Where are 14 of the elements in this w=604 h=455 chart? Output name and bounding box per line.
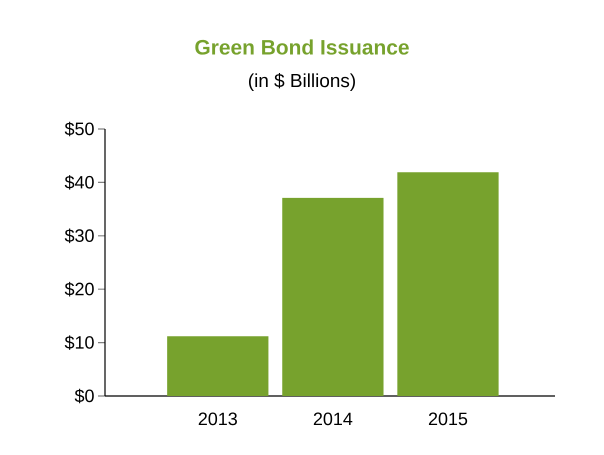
y-tick-label: $30 [64, 228, 94, 244]
bar [397, 172, 499, 396]
bar [167, 336, 268, 396]
chart-title: Green Bond Issuance [195, 39, 409, 55]
x-tick-label: 2013 [198, 412, 237, 426]
x-tick-label: 2015 [428, 412, 468, 426]
y-tick-label: $10 [64, 335, 94, 350]
chart-subtitle: (in $ Billions) [249, 73, 355, 91]
y-tick-label: $20 [64, 282, 94, 296]
bar [282, 198, 384, 396]
y-tick-label: $40 [64, 175, 94, 190]
y-tick-label: $0 [74, 388, 94, 404]
y-tick-label: $50 [64, 122, 94, 136]
x-tick-label: 2014 [314, 412, 352, 426]
